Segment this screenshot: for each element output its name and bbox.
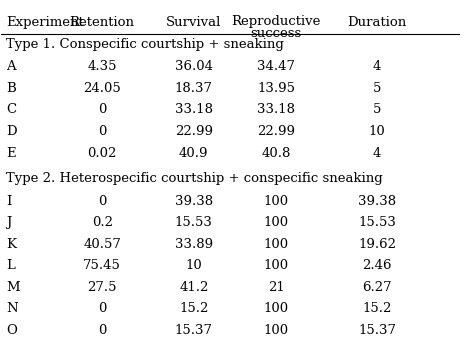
Text: N: N	[6, 303, 18, 315]
Text: 19.62: 19.62	[358, 238, 396, 251]
Text: 2.46: 2.46	[362, 259, 392, 272]
Text: 100: 100	[264, 216, 289, 229]
Text: 15.2: 15.2	[363, 303, 392, 315]
Text: 15.2: 15.2	[179, 303, 209, 315]
Text: M: M	[6, 281, 19, 294]
Text: A: A	[6, 60, 16, 73]
Text: 41.2: 41.2	[179, 281, 209, 294]
Text: 0: 0	[98, 104, 106, 117]
Text: Survival: Survival	[166, 16, 221, 29]
Text: Retention: Retention	[70, 16, 135, 29]
Text: 33.18: 33.18	[257, 104, 295, 117]
Text: 39.38: 39.38	[358, 195, 396, 208]
Text: 100: 100	[264, 195, 289, 208]
Text: 6.27: 6.27	[362, 281, 392, 294]
Text: 40.9: 40.9	[179, 147, 209, 160]
Text: D: D	[6, 125, 17, 138]
Text: Duration: Duration	[347, 16, 407, 29]
Text: 100: 100	[264, 324, 289, 337]
Text: Type 1. Conspecific courtship + sneaking: Type 1. Conspecific courtship + sneaking	[6, 38, 284, 51]
Text: 5: 5	[373, 104, 381, 117]
Text: Experiment: Experiment	[6, 16, 84, 29]
Text: 22.99: 22.99	[257, 125, 295, 138]
Text: 4.35: 4.35	[87, 60, 117, 73]
Text: E: E	[6, 147, 16, 160]
Text: 4: 4	[373, 147, 381, 160]
Text: 13.95: 13.95	[257, 82, 295, 95]
Text: 0: 0	[98, 195, 106, 208]
Text: 0.02: 0.02	[88, 147, 117, 160]
Text: 18.37: 18.37	[175, 82, 213, 95]
Text: 10: 10	[369, 125, 385, 138]
Text: J: J	[6, 216, 11, 229]
Text: 15.37: 15.37	[175, 324, 213, 337]
Text: 0: 0	[98, 324, 106, 337]
Text: 0.2: 0.2	[91, 216, 113, 229]
Text: Reproductive: Reproductive	[232, 15, 321, 28]
Text: 34.47: 34.47	[257, 60, 295, 73]
Text: 0: 0	[98, 125, 106, 138]
Text: 5: 5	[373, 82, 381, 95]
Text: Type 2. Heterospecific courtship + conspecific sneaking: Type 2. Heterospecific courtship + consp…	[6, 172, 383, 185]
Text: C: C	[6, 104, 16, 117]
Text: L: L	[6, 259, 15, 272]
Text: 40.57: 40.57	[83, 238, 121, 251]
Text: 100: 100	[264, 303, 289, 315]
Text: I: I	[6, 195, 11, 208]
Text: 15.37: 15.37	[358, 324, 396, 337]
Text: 24.05: 24.05	[83, 82, 121, 95]
Text: K: K	[6, 238, 16, 251]
Text: 33.18: 33.18	[175, 104, 213, 117]
Text: 22.99: 22.99	[175, 125, 213, 138]
Text: B: B	[6, 82, 16, 95]
Text: 40.8: 40.8	[262, 147, 291, 160]
Text: 100: 100	[264, 238, 289, 251]
Text: O: O	[6, 324, 17, 337]
Text: 0: 0	[98, 303, 106, 315]
Text: 100: 100	[264, 259, 289, 272]
Text: 4: 4	[373, 60, 381, 73]
Text: 15.53: 15.53	[175, 216, 213, 229]
Text: 33.89: 33.89	[175, 238, 213, 251]
Text: success: success	[251, 27, 302, 40]
Text: 36.04: 36.04	[175, 60, 213, 73]
Text: 10: 10	[185, 259, 202, 272]
Text: 39.38: 39.38	[175, 195, 213, 208]
Text: 27.5: 27.5	[87, 281, 117, 294]
Text: 15.53: 15.53	[358, 216, 396, 229]
Text: 75.45: 75.45	[83, 259, 121, 272]
Text: 21: 21	[268, 281, 285, 294]
